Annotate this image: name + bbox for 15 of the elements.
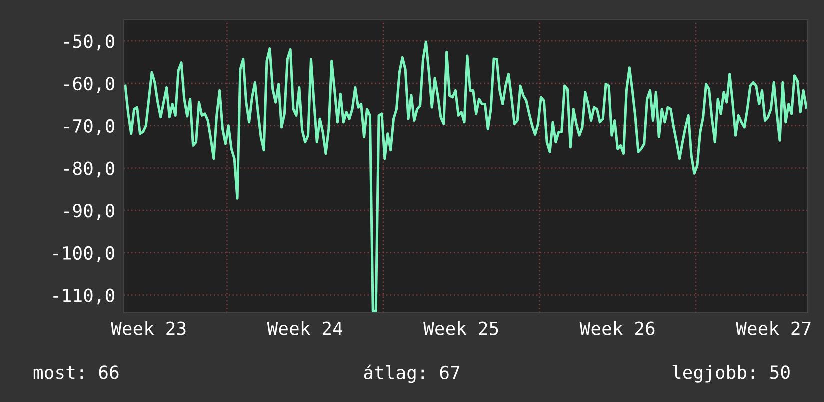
text: átlag: 67	[364, 364, 460, 384]
x-tick-label: Week 27	[736, 321, 811, 336]
y-tick-label: -90,0	[64, 204, 114, 220]
x-tick-label: Week 25	[424, 321, 498, 336]
text: legjobb: 50	[672, 365, 790, 383]
y-tick-label: -50,0	[64, 34, 114, 51]
x-tick-label: Week 24	[267, 321, 343, 336]
y-tick-label: -70,0	[64, 119, 114, 136]
x-tick-label: Week 23	[111, 321, 186, 336]
y-tick-label: -80,0	[64, 162, 114, 178]
y-tick-label: -100,0	[54, 246, 114, 262]
x-tick-label: Week 26	[580, 321, 655, 336]
text: most: 66	[34, 366, 119, 380]
y-tick-label: -60,0	[64, 77, 114, 93]
y-tick-label: -110,0	[54, 288, 114, 305]
